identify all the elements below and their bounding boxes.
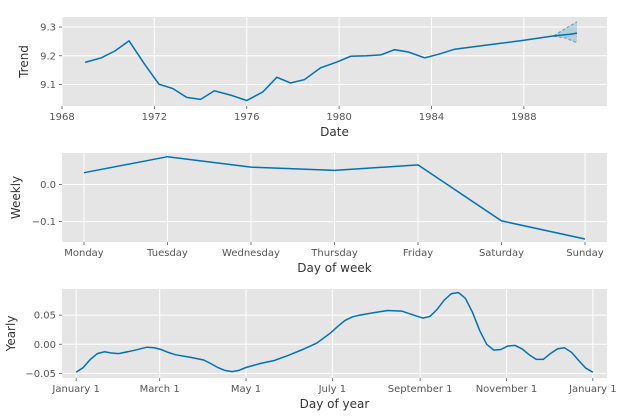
y-tick-label: 9.3 [40, 23, 56, 34]
x-tick-label: March 1 [140, 384, 180, 395]
x-axis-label: Date [320, 125, 349, 139]
y-tick-label: 9.1 [40, 80, 56, 91]
series-line [75, 291, 594, 373]
x-tick-label: September 1 [388, 384, 453, 395]
x-tick-label: 1976 [234, 112, 259, 123]
uncertainty-band [553, 21, 577, 43]
x-axis-label: Day of year [300, 397, 370, 411]
uncertainty-upper-line [553, 21, 578, 37]
series-line [84, 32, 578, 102]
y-axis-label: Yearly [4, 316, 18, 353]
x-axis-label: Day of week [297, 261, 371, 275]
uncertainty-lower-line [553, 35, 578, 44]
y-axis-label: Trend [17, 45, 31, 79]
series-line [83, 155, 586, 240]
yearly-panel: January 1 March 1 May 1 July 1 September 1 No… [4, 289, 617, 411]
x-tick-label: 1972 [142, 112, 167, 123]
y-tick-label: 0.00 [34, 340, 56, 351]
x-tick-label: Sunday [566, 248, 603, 259]
x-tick-label: May 1 [231, 384, 261, 395]
x-tick-label: 1988 [511, 112, 536, 123]
weekly-panel: Monday Tuesday Wednesday Thursday Friday Satu… [9, 153, 607, 275]
x-tick-label: January 1 [51, 384, 99, 395]
y-tick-label: 0.05 [34, 311, 56, 322]
y-tick-label: 0.0 [40, 180, 56, 191]
x-tick-label: 1968 [49, 112, 74, 123]
x-tick-label: Wednesday [222, 248, 280, 259]
y-axis-label: Weekly [9, 176, 23, 219]
x-tick-label: 1984 [419, 112, 444, 123]
y-tick-label: 9.2 [40, 51, 56, 62]
x-tick-label: November 1 [476, 384, 538, 395]
y-tick-label: −0.05 [25, 369, 56, 380]
x-tick-label: Friday [403, 248, 433, 259]
x-tick-label: Tuesday [146, 248, 188, 259]
x-tick-label: Saturday [479, 248, 524, 259]
x-tick-label: 1980 [326, 112, 351, 123]
plot-area [62, 17, 607, 106]
x-tick-label: Monday [64, 248, 104, 259]
y-tick-label: −0.1 [32, 217, 56, 228]
x-tick-label: Thursday [310, 248, 358, 259]
plot-area [62, 289, 607, 378]
x-tick-label: January 1 [568, 384, 616, 395]
x-tick-label: July 1 [318, 384, 347, 395]
trend-panel: 1968 1972 1976 1980 1984 1988 9.1 9.2 9.3 Date Tre… [17, 17, 607, 139]
